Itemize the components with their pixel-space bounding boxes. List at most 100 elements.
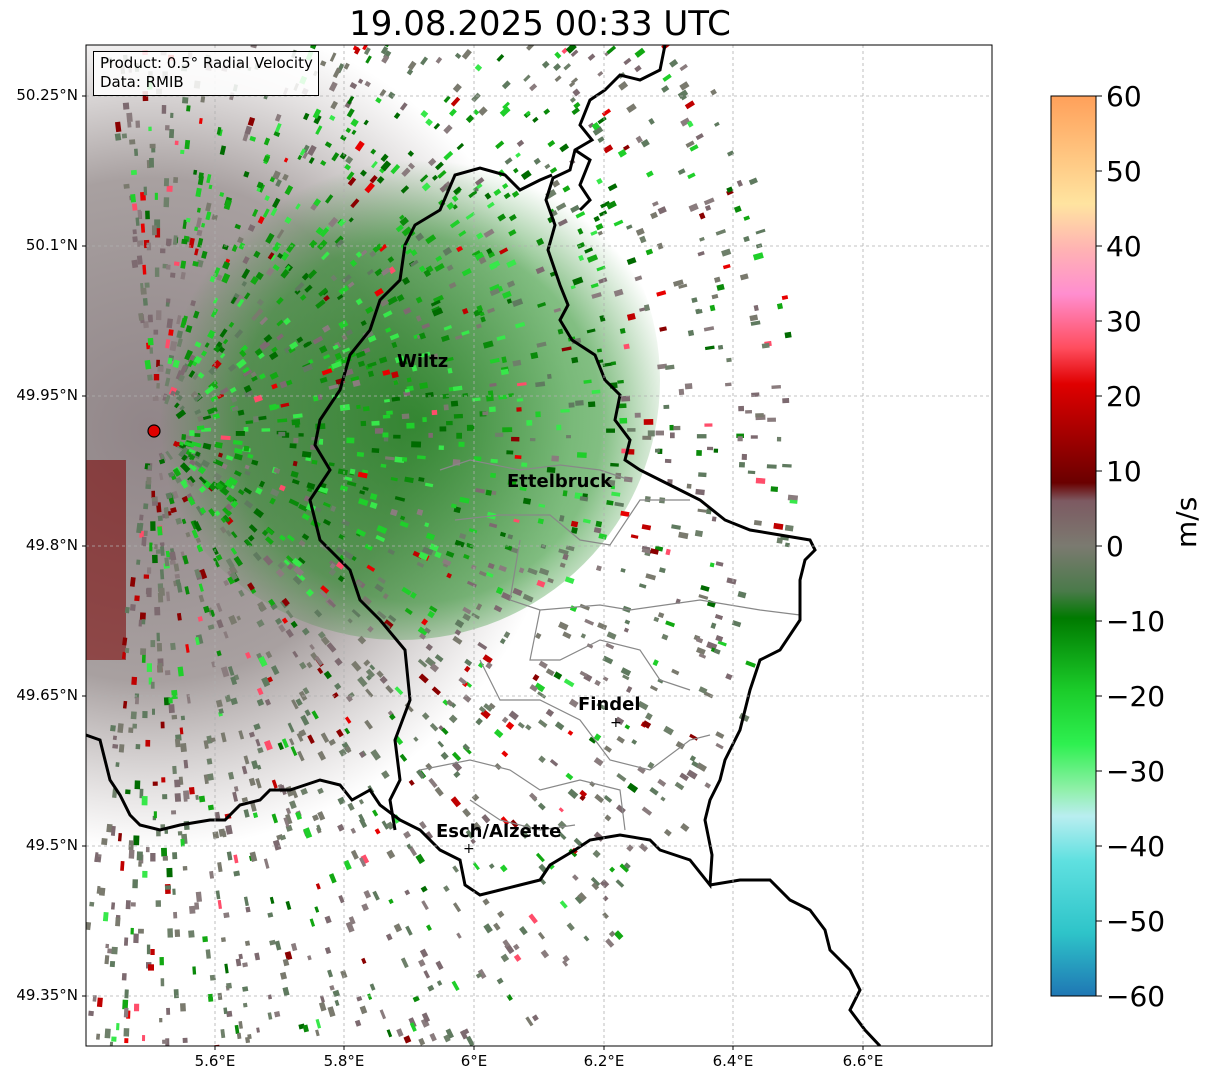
radar-gate bbox=[217, 480, 228, 490]
radar-gate bbox=[577, 892, 587, 902]
radar-gate bbox=[461, 268, 472, 277]
radar-gate bbox=[355, 580, 363, 588]
radar-gate bbox=[520, 830, 529, 839]
radar-gate bbox=[430, 299, 441, 307]
radar-gate bbox=[475, 717, 483, 726]
radar-gate bbox=[339, 403, 351, 412]
radar-gate bbox=[282, 173, 289, 181]
radar-gate bbox=[695, 133, 704, 141]
radar-gate bbox=[195, 891, 203, 902]
radar-gate bbox=[270, 488, 280, 497]
radar-gate bbox=[196, 207, 201, 213]
radar-gate bbox=[182, 1037, 188, 1043]
radar-gate bbox=[387, 548, 395, 556]
radar-gate bbox=[163, 508, 170, 519]
radar-gate bbox=[597, 230, 603, 236]
radar-gate bbox=[349, 82, 358, 90]
radar-gate bbox=[227, 476, 238, 486]
radar-gate bbox=[468, 190, 478, 199]
radar-gate bbox=[379, 89, 387, 97]
radar-gate bbox=[236, 615, 242, 621]
radar-gate bbox=[104, 955, 110, 965]
radar-gate bbox=[153, 373, 160, 381]
radar-gate bbox=[293, 565, 305, 577]
radar-gate bbox=[134, 697, 140, 705]
radar-gate bbox=[761, 342, 770, 349]
radar-gate bbox=[230, 396, 238, 403]
radar-gate bbox=[401, 586, 412, 596]
radar-gate bbox=[562, 631, 572, 640]
radar-gate bbox=[195, 217, 202, 228]
radar-gate bbox=[165, 238, 172, 247]
radar-gate bbox=[207, 624, 215, 631]
radar-gate bbox=[657, 678, 664, 684]
radar-gate bbox=[312, 335, 324, 345]
radar-gate bbox=[319, 227, 330, 238]
radar-gate bbox=[406, 843, 412, 850]
radar-gate bbox=[233, 555, 244, 567]
radar-gate bbox=[623, 862, 631, 870]
radar-gate bbox=[454, 619, 465, 629]
radar-gate bbox=[243, 170, 250, 178]
radar-gate bbox=[686, 769, 698, 780]
radar-gate bbox=[344, 163, 352, 171]
radar-gate bbox=[591, 292, 602, 299]
radar-gate bbox=[158, 472, 164, 481]
radar-gate bbox=[490, 458, 498, 464]
radar-gate bbox=[92, 995, 97, 1002]
radar-gate bbox=[148, 964, 154, 971]
radar-gate bbox=[226, 982, 232, 989]
radar-gate bbox=[279, 380, 288, 389]
radar-gate bbox=[345, 694, 353, 703]
radar-gate bbox=[478, 106, 488, 116]
radar-gate bbox=[597, 70, 604, 77]
radar-gate bbox=[123, 1028, 130, 1037]
radar-gate bbox=[579, 670, 588, 678]
radar-gate bbox=[165, 302, 170, 307]
radar-gate bbox=[150, 853, 156, 862]
radar-gate bbox=[361, 957, 367, 965]
radar-gate bbox=[500, 953, 510, 963]
radar-gate bbox=[566, 434, 571, 439]
radar-gate bbox=[678, 388, 685, 396]
radar-gate bbox=[507, 534, 514, 540]
radar-gate bbox=[230, 676, 238, 686]
radar-gate bbox=[129, 577, 136, 587]
radar-gate bbox=[404, 388, 410, 393]
radar-gate bbox=[138, 861, 142, 867]
radar-gate bbox=[679, 772, 689, 782]
radar-gate bbox=[194, 568, 202, 579]
radar-gate bbox=[315, 125, 323, 135]
radar-gate bbox=[645, 248, 654, 256]
radar-gate bbox=[473, 109, 480, 116]
radar-gate bbox=[206, 758, 213, 765]
radar-gate bbox=[264, 698, 271, 706]
radar-gate bbox=[277, 742, 284, 751]
radar-gate bbox=[661, 633, 669, 641]
radar-gate bbox=[147, 465, 152, 470]
radar-gate bbox=[424, 482, 434, 488]
colorbar-tick-label: −60 bbox=[1106, 980, 1166, 1013]
radar-gate bbox=[631, 739, 638, 745]
radar-gate bbox=[377, 576, 386, 584]
radar-gate bbox=[408, 846, 418, 857]
radar-gate bbox=[198, 172, 204, 179]
radar-gate bbox=[151, 496, 158, 502]
radar-gate bbox=[320, 585, 330, 594]
radar-gate bbox=[641, 548, 652, 555]
radar-gate bbox=[367, 993, 373, 1001]
radar-gate bbox=[582, 493, 588, 498]
radar-gate bbox=[173, 177, 179, 184]
radar-gate bbox=[379, 1009, 387, 1020]
radar-gate bbox=[595, 520, 603, 528]
radar-gate bbox=[684, 383, 693, 390]
radar-gate bbox=[378, 243, 388, 252]
radar-gate bbox=[557, 820, 567, 830]
radar-gate bbox=[570, 527, 578, 534]
colorbar bbox=[1050, 95, 1097, 997]
radar-gate bbox=[358, 799, 364, 805]
radar-gate bbox=[615, 804, 626, 814]
radar-gate bbox=[232, 791, 239, 802]
radar-gate bbox=[209, 276, 216, 283]
radar-gate bbox=[584, 618, 595, 626]
